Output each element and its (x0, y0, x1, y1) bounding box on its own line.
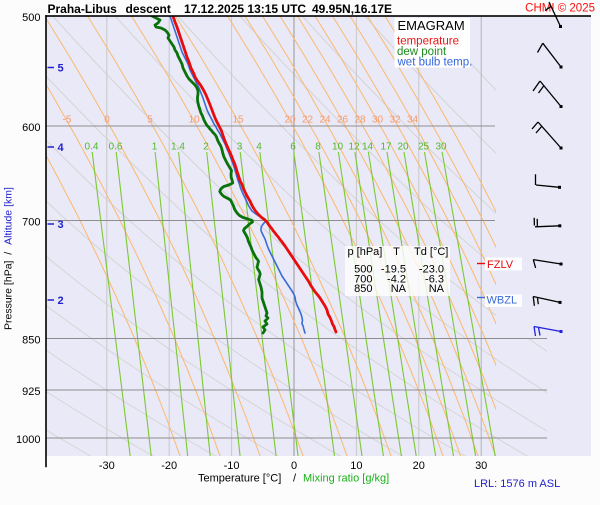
svg-text:17.12.2025 13:15 UTC: 17.12.2025 13:15 UTC (184, 2, 306, 16)
svg-text:500: 500 (22, 12, 40, 24)
svg-text:850: 850 (22, 335, 40, 347)
svg-text:T: T (393, 246, 400, 258)
svg-text:2: 2 (58, 295, 64, 307)
svg-text:1: 1 (152, 142, 158, 153)
svg-text:30: 30 (372, 115, 384, 126)
svg-text:Temperature [°C]: Temperature [°C] (198, 473, 281, 485)
svg-text:p [hPa]: p [hPa] (348, 246, 383, 258)
svg-text:-30: -30 (99, 460, 115, 472)
svg-text:15: 15 (232, 115, 244, 126)
svg-text:32: 32 (389, 115, 401, 126)
svg-text:NA: NA (429, 283, 445, 295)
svg-text:24: 24 (319, 115, 331, 126)
svg-text:600: 600 (22, 122, 40, 134)
svg-text:Pressure [hPa] / Altitude [km: Pressure [hPa] / Altitude [km] (3, 187, 15, 330)
svg-text:WBZL: WBZL (487, 295, 518, 307)
svg-text:0: 0 (104, 115, 110, 126)
svg-text:Td [°C]: Td [°C] (414, 246, 448, 258)
svg-text:28: 28 (354, 115, 366, 126)
svg-text:850: 850 (354, 283, 372, 295)
svg-text:22: 22 (302, 115, 314, 126)
svg-text:NA: NA (391, 283, 407, 295)
svg-text:0.4: 0.4 (85, 142, 99, 153)
svg-text:wet bulb temp.: wet bulb temp. (397, 56, 473, 68)
svg-text:Mixing ratio [g/kg]: Mixing ratio [g/kg] (303, 473, 389, 485)
svg-text:descent: descent (126, 2, 171, 16)
svg-text:20: 20 (397, 142, 409, 153)
svg-text:14: 14 (362, 142, 374, 153)
svg-text:Praha-Libus: Praha-Libus (48, 2, 118, 16)
svg-text:5: 5 (58, 63, 64, 75)
svg-text:10: 10 (350, 460, 362, 472)
svg-text:1.4: 1.4 (171, 142, 185, 153)
svg-text:49.95N,16.17E: 49.95N,16.17E (312, 2, 392, 16)
svg-text:0: 0 (291, 460, 297, 472)
svg-text:30: 30 (435, 142, 447, 153)
svg-text:20: 20 (413, 460, 425, 472)
svg-text:2: 2 (203, 142, 209, 153)
svg-text:34: 34 (407, 115, 419, 126)
svg-text:EMAGRAM: EMAGRAM (398, 18, 465, 33)
svg-text:925: 925 (22, 386, 40, 398)
svg-text:1000: 1000 (16, 434, 40, 446)
svg-text:4: 4 (256, 142, 262, 153)
svg-text:25: 25 (418, 142, 430, 153)
svg-text:CHMI © 2025: CHMI © 2025 (525, 3, 595, 15)
svg-text:20: 20 (284, 115, 296, 126)
svg-text:8: 8 (315, 142, 321, 153)
svg-text:6: 6 (290, 142, 296, 153)
svg-text:-5: -5 (63, 115, 72, 126)
svg-text:0.6: 0.6 (109, 142, 123, 153)
svg-text:4: 4 (58, 142, 65, 154)
svg-text:17: 17 (380, 142, 392, 153)
svg-text:3: 3 (237, 142, 243, 153)
svg-text:3: 3 (58, 219, 64, 231)
svg-text:12: 12 (348, 142, 360, 153)
svg-text:700: 700 (22, 217, 40, 229)
svg-text:5: 5 (147, 115, 153, 126)
svg-text:-20: -20 (161, 460, 177, 472)
svg-text:-10: -10 (224, 460, 240, 472)
svg-text:10: 10 (332, 142, 344, 153)
svg-text:FZLV: FZLV (487, 259, 514, 271)
svg-text:LRL: 1576 m ASL: LRL: 1576 m ASL (474, 478, 560, 490)
svg-text:26: 26 (337, 115, 349, 126)
svg-text:10: 10 (188, 115, 200, 126)
svg-text:30: 30 (475, 460, 487, 472)
